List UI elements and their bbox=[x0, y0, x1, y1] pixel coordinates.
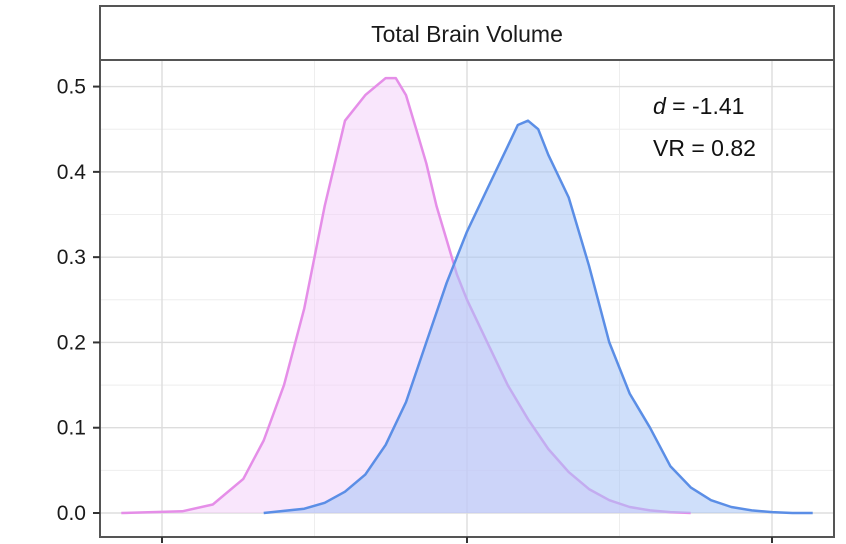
strip-header bbox=[99, 5, 835, 61]
effect-size-symbol: d bbox=[653, 93, 667, 119]
y-tick-label: 0.3 bbox=[57, 246, 86, 269]
y-axis: 0.0 0.1 0.2 0.3 0.4 0.5 bbox=[57, 76, 773, 543]
y-tick-label: 0.2 bbox=[57, 331, 86, 354]
effect-size-value: = -1.41 bbox=[666, 93, 745, 119]
density-series-pink-area bbox=[121, 78, 691, 513]
effect-size-annotation: d = -1.41 bbox=[653, 93, 744, 119]
y-tick-label: 0.4 bbox=[57, 161, 87, 184]
y-tick-label: 0.0 bbox=[57, 502, 86, 525]
density-series bbox=[121, 76, 813, 515]
chart-title: Total Brain Volume bbox=[371, 21, 563, 47]
variance-ratio-annotation: VR = 0.82 bbox=[653, 135, 756, 161]
y-tick-label: 0.1 bbox=[57, 417, 86, 440]
y-tick-label: 0.5 bbox=[57, 76, 86, 99]
density-series-blue-line bbox=[263, 119, 813, 515]
